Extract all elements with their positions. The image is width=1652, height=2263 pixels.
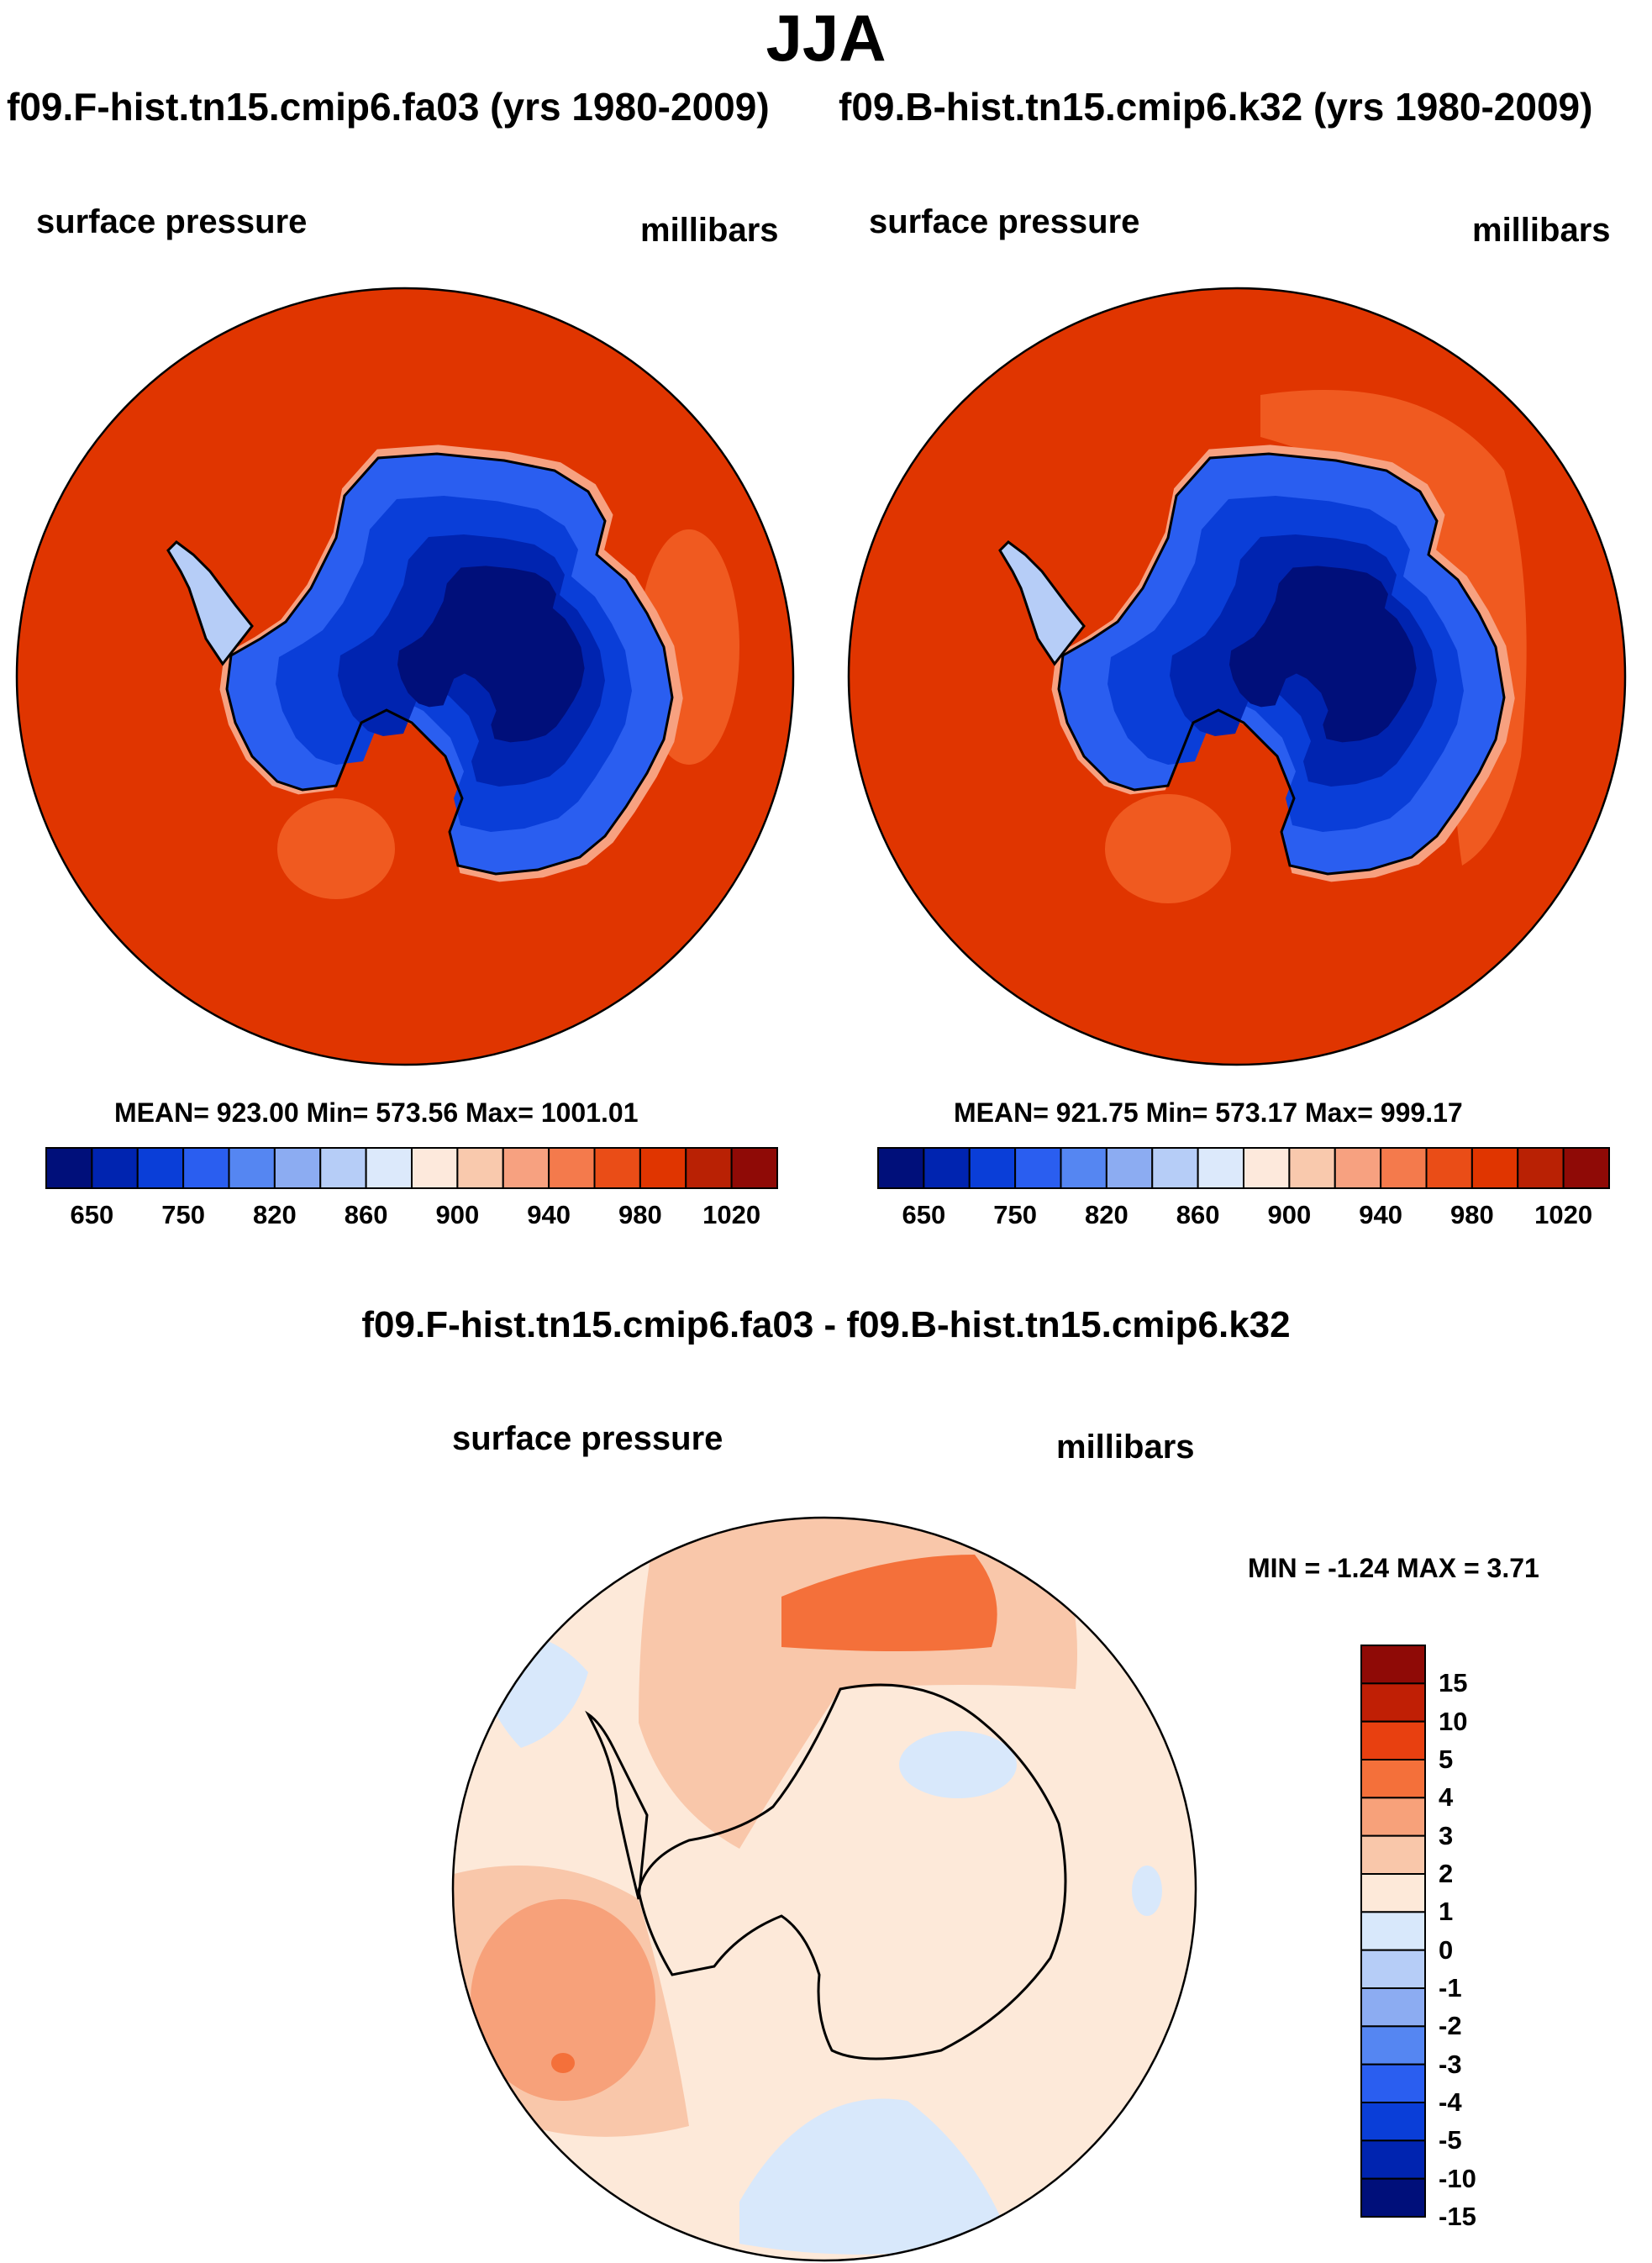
panel1-case-title: f09.F-hist.tn15.cmip6.fa03 (yrs 1980-200… [7,85,770,129]
colorbar-tick-label: -1 [1439,1973,1462,2002]
panel1-variable-label: surface pressure [36,203,308,240]
difference-variable-label: surface pressure [452,1420,723,1457]
panel1-colorbar [45,1147,778,1189]
colorbar-box [1151,1147,1199,1189]
colorbar-box [1197,1147,1244,1189]
colorbar-box [1360,2177,1426,2218]
colorbar-box [1360,1834,1426,1876]
colorbar-box [1060,1147,1107,1189]
colorbar-tick-label: 4 [1439,1782,1454,1813]
colorbar-box [319,1147,367,1189]
colorbar-tick-label: 15 [1439,1668,1468,1698]
colorbar-box [365,1147,413,1189]
panel2-stats: MEAN= 921.75 Min= 573.17 Max= 999.17 [954,1097,1463,1128]
colorbar-tick-label: 0 [1439,1934,1454,1965]
colorbar-tick-label: 1 [1439,1897,1454,1927]
colorbar-box [1360,1682,1426,1723]
colorbar-box [1360,1645,1426,1685]
colorbar-box [1517,1147,1565,1189]
difference-units-label: millibars [1056,1429,1195,1466]
colorbar-tick-label: -15 [1439,2202,1476,2231]
panel2-units-label: millibars [1472,212,1611,249]
colorbar-tick-label: 820 [1085,1200,1129,1229]
difference-title: f09.F-hist.tn15.cmip6.fa03 - f09.B-hist.… [361,1304,1291,1345]
colorbar-box [1360,2025,1426,2066]
difference-minmax: MIN = -1.24 MAX = 3.71 [1248,1553,1539,1583]
colorbar-box [1360,1911,1426,1951]
colorbar-tick-label: 750 [161,1200,205,1229]
colorbar-tick-label: 900 [1267,1200,1312,1229]
colorbar-tick-label: 980 [1450,1200,1494,1229]
colorbar-box [639,1147,687,1189]
colorbar-box [1360,1759,1426,1799]
panel2-case-title: f09.B-hist.tn15.cmip6.k32 (yrs 1980-2009… [839,85,1593,129]
colorbar-tick-label: 860 [344,1200,388,1229]
colorbar-box [1425,1147,1473,1189]
colorbar-box [1360,2063,1426,2103]
colorbar-tick-label: 900 [435,1200,480,1229]
colorbar-box [1360,1873,1426,1913]
colorbar-box [502,1147,550,1189]
colorbar-tick-label: 5 [1439,1745,1454,1774]
colorbar-box [877,1147,925,1189]
figure-title: JJA [765,1,887,75]
colorbar-tick-label: 940 [527,1200,571,1229]
colorbar-tick-label: 2 [1439,1859,1454,1888]
colorbar-tick-label: 3 [1439,1820,1454,1850]
panel1-polar-map [15,287,795,1066]
colorbar-tick-label: -5 [1439,2125,1462,2155]
colorbar-box [91,1147,139,1189]
colorbar-box [1470,1147,1519,1189]
colorbar-box [1288,1147,1336,1189]
panel2-polar-map [847,287,1627,1066]
colorbar-box [730,1147,778,1189]
colorbar-tick-label: -10 [1439,2163,1476,2193]
colorbar-box [593,1147,641,1189]
panel1-units-label: millibars [640,212,779,249]
difference-colorbar [1360,1645,1426,2218]
colorbar-tick-label: -3 [1439,2049,1462,2079]
colorbar-box [182,1147,230,1189]
colorbar-tick-label: 650 [902,1200,946,1229]
colorbar-tick-label: 650 [70,1200,114,1229]
difference-polar-map [451,1516,1197,2262]
colorbar-tick-label: 750 [993,1200,1037,1229]
colorbar-tick-label: -4 [1439,2087,1462,2117]
colorbar-box [1360,1720,1426,1760]
colorbar-box [1360,1987,1426,2028]
colorbar-box [1360,2139,1426,2180]
colorbar-tick-label: 10 [1439,1706,1468,1736]
colorbar-box [411,1147,459,1189]
colorbar-box [968,1147,1017,1189]
colorbar-tick-label: 940 [1359,1200,1402,1229]
colorbar-box [1360,1797,1426,1837]
colorbar-tick-label: 1020 [702,1200,761,1229]
colorbar-box [456,1147,504,1189]
colorbar-box [923,1147,971,1189]
colorbar-box [685,1147,733,1189]
colorbar-box [273,1147,322,1189]
colorbar-box [136,1147,185,1189]
colorbar-tick-label: 1020 [1534,1200,1593,1229]
colorbar-box [1334,1147,1382,1189]
colorbar-box [1105,1147,1154,1189]
colorbar-box [1562,1147,1610,1189]
colorbar-tick-label: 980 [618,1200,662,1229]
colorbar-box [45,1147,93,1189]
colorbar-box [1014,1147,1062,1189]
panel1-stats: MEAN= 923.00 Min= 573.56 Max= 1001.01 [114,1097,639,1128]
colorbar-tick-label: 860 [1176,1200,1220,1229]
colorbar-box [228,1147,276,1189]
colorbar-tick-label: -2 [1439,2011,1462,2041]
colorbar-box [548,1147,596,1189]
colorbar-box [1243,1147,1291,1189]
colorbar-box [1360,2102,1426,2142]
panel2-variable-label: surface pressure [869,203,1140,240]
colorbar-box [1380,1147,1428,1189]
panel2-colorbar [877,1147,1610,1189]
colorbar-box [1360,1949,1426,1989]
colorbar-tick-label: 820 [253,1200,297,1229]
